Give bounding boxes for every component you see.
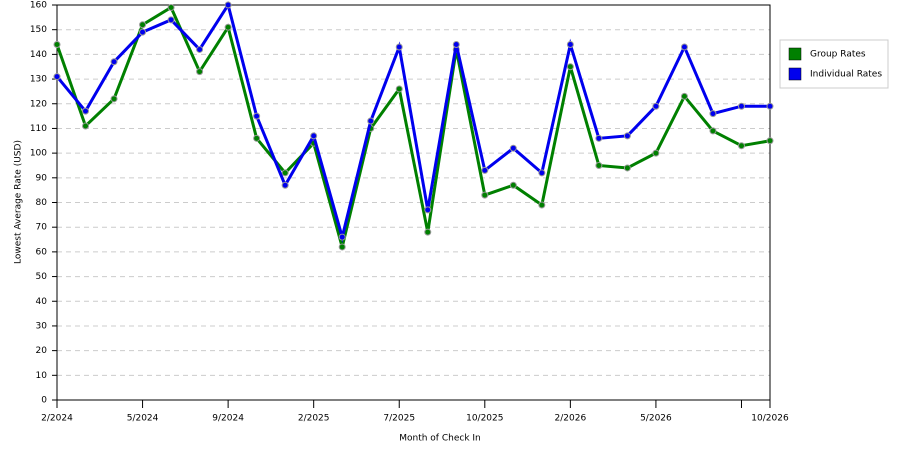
y-tick-label: 120 [30,99,47,109]
legend-label: Individual Rates [810,70,882,80]
y-tick-label: 110 [30,124,47,134]
y-tick-label: 80 [36,198,48,208]
data-point [595,161,603,169]
data-point [82,107,90,115]
series-line [55,1,770,243]
data-point [737,142,745,150]
y-tick-label: 70 [36,223,48,233]
data-point [566,63,574,71]
data-point [224,23,232,31]
y-tick-label: 100 [30,149,47,159]
x-tick-label: 10/2025 [466,414,503,424]
data-point [253,134,261,142]
data-point [338,243,346,251]
data-point [281,181,289,189]
y-tick-label: 60 [36,247,48,257]
y-tick-label: 140 [30,50,47,60]
data-point [680,43,688,51]
data-point [766,137,774,145]
y-tick-label: 10 [36,371,48,381]
series-line [55,5,771,248]
data-point [709,127,717,135]
data-point [481,166,489,174]
data-point [338,233,346,241]
data-point [110,58,118,66]
data-point [53,73,61,81]
x-axis-title: Month of Check In [399,434,481,444]
x-tick-label: 2/2025 [298,414,330,424]
data-point [139,28,147,36]
legend-box [779,39,889,89]
y-tick-label: 20 [36,346,48,356]
data-point [652,149,660,157]
plot-frame [56,4,771,401]
data-point [623,164,631,172]
data-point [196,45,204,53]
legend-label: Group Rates [810,50,866,60]
legend-swatch [788,67,802,81]
data-point [452,41,460,48]
x-tick-label: 2/2024 [41,414,73,424]
data-point [538,169,546,177]
data-point [367,117,375,125]
data-point [310,132,318,140]
y-tick-label: 40 [36,297,48,307]
x-tick-label: 5/2026 [640,414,672,424]
data-point [82,122,90,130]
data-point [737,102,745,110]
data-point [538,201,546,209]
y-tick-label: 50 [36,272,48,282]
x-tick-label: 9/2024 [212,414,244,424]
data-point [652,102,660,110]
data-point [424,206,432,214]
data-point [709,110,717,118]
y-tick-label: 0 [41,396,47,406]
x-tick-label: 7/2025 [383,414,415,424]
data-point [224,1,232,9]
x-tick-label: 10/2026 [751,414,789,424]
data-point [281,169,289,177]
data-point [110,95,118,103]
data-point [680,92,688,100]
y-tick-label: 160 [30,1,47,11]
data-point [566,41,574,48]
data-point [623,132,631,140]
legend-swatch [788,47,802,61]
y-tick-label: 30 [36,321,48,331]
data-point [395,85,403,93]
data-point [595,134,603,142]
data-point [395,43,403,51]
y-tick-label: 90 [36,173,48,183]
data-point [139,21,147,29]
data-point [509,181,517,189]
data-point [253,112,261,120]
data-point [424,228,432,236]
y-tick-label: 150 [30,25,47,35]
y-axis-title: Lowest Average Rate (USD) [14,140,24,264]
x-tick-label: 5/2024 [127,414,159,424]
data-point [53,41,61,48]
x-tick-label: 2/2026 [555,414,587,424]
data-point [196,68,204,76]
data-point [509,144,517,152]
data-point [167,3,175,11]
data-point [766,102,774,110]
data-point [481,191,489,199]
y-tick-label: 130 [30,75,47,85]
data-point [167,16,175,24]
